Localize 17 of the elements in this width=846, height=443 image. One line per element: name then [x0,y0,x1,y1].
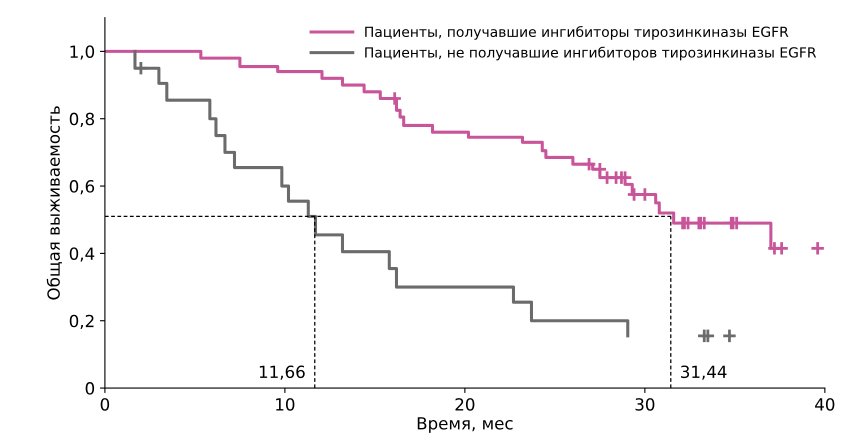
y-tick-label: 0,4 [70,247,94,262]
y-tick-label: 1,0 [70,45,94,60]
ref-line-label: 31,44 [681,366,727,380]
legend-label: Пациенты, не получавшие ингибиторов тирозинкиназы EGFR [365,46,816,60]
legend-label: Пациенты, получавшие ингибиторы тирозинкиназы EGFR [365,26,788,40]
x-axis-title: Время, мес [418,417,513,433]
x-tick-label: 40 [815,398,834,411]
x-tick-label: 20 [455,398,474,411]
y-axis-title: Общая выживаемость [46,106,62,300]
x-tick-label: 10 [276,398,294,411]
y-tick-label: 0 [86,382,94,395]
y-tick-label: 0,6 [70,180,94,194]
y-tick-label: 0,2 [70,314,94,329]
x-tick-label: 30 [636,398,654,411]
y-tick-label: 0,8 [70,112,94,127]
x-tick-label: 0 [100,398,110,411]
ref-line-label: 11,66 [260,366,305,380]
